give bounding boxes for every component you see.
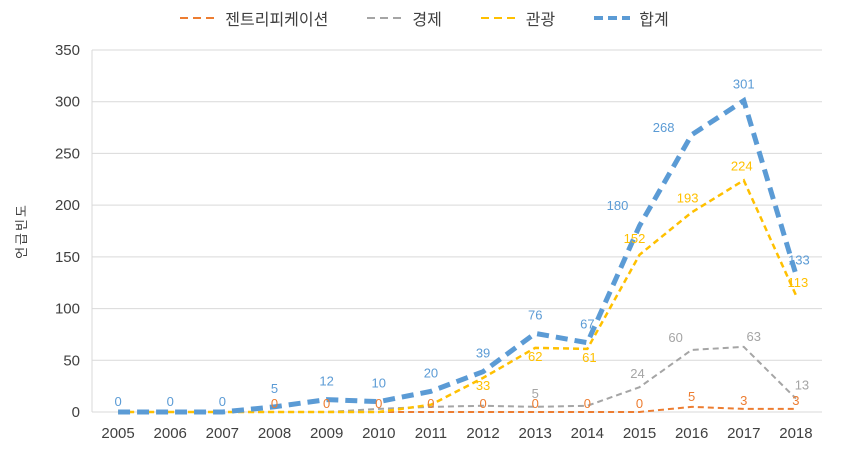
data-label-gentrification: 0 [271, 396, 278, 411]
x-tick-label: 2010 [362, 425, 395, 442]
y-tick-label: 250 [55, 145, 80, 162]
data-label-total: 301 [733, 77, 755, 92]
data-label-gentrification: 3 [740, 393, 747, 408]
x-tick-label: 2011 [415, 425, 447, 442]
data-label-tourism: 224 [731, 158, 753, 173]
data-label-total: 67 [580, 317, 594, 332]
series-line-total [118, 96, 799, 415]
x-tick-label: 2016 [675, 425, 708, 442]
data-label-tourism: 152 [624, 231, 646, 246]
legend-line-sample-economy [367, 17, 404, 19]
y-tick-label: 0 [72, 404, 80, 421]
x-tick-label: 2018 [779, 425, 812, 442]
legend-label: 젠트리피케이션 [225, 12, 329, 29]
data-label-gentrification: 0 [323, 396, 330, 411]
y-tick-label: 200 [55, 197, 80, 214]
x-tick-label: 2007 [206, 425, 239, 442]
data-label-tourism: 62 [528, 349, 542, 364]
data-label-gentrification: 0 [427, 396, 434, 411]
x-tick-label: 2017 [727, 425, 760, 442]
y-tick-label: 350 [55, 42, 80, 59]
data-label-tourism: 33 [476, 378, 490, 393]
x-tick-label: 2008 [258, 425, 291, 442]
x-tick-label: 2005 [101, 425, 134, 442]
y-tick-label: 150 [55, 249, 80, 266]
legend-item-gentrification: 젠트리피케이션 [179, 6, 328, 30]
x-tick-label: 2012 [466, 425, 499, 442]
legend-label: 관광 [525, 12, 556, 29]
legend-item-tourism: 관광 [480, 6, 555, 30]
data-label-gentrification: 0 [479, 396, 486, 411]
data-label-total: 5 [271, 381, 278, 396]
x-tick-label: 2013 [519, 425, 552, 442]
legend-label: 합계 [639, 12, 669, 29]
legend-line-sample-total [594, 16, 631, 20]
data-label-economy: 60 [668, 330, 682, 345]
x-tick-label: 2015 [623, 425, 656, 442]
x-tick-label: 2009 [310, 425, 343, 442]
series-line-tourism [118, 178, 798, 414]
data-label-tourism: 61 [582, 350, 596, 365]
data-label-economy: 63 [747, 329, 761, 344]
data-label-gentrification: 3 [792, 393, 799, 408]
legend-line-sample-gentrification [180, 17, 217, 19]
data-label-total: 0 [219, 394, 226, 409]
x-tick-label: 2006 [154, 425, 187, 442]
data-label-total: 0 [167, 394, 174, 409]
data-label-gentrification: 0 [375, 396, 382, 411]
y-tick-label: 100 [55, 301, 80, 318]
data-label-economy: 5 [532, 386, 539, 401]
data-label-gentrification: 0 [532, 396, 539, 411]
data-label-total: 12 [319, 374, 333, 389]
data-label-total: 20 [424, 365, 438, 380]
data-label-tourism: 193 [677, 190, 699, 205]
data-label-economy: 13 [795, 378, 809, 393]
data-label-gentrification: 0 [636, 396, 643, 411]
data-label-gentrification: 5 [688, 389, 695, 404]
data-label-total: 180 [607, 198, 629, 213]
y-tick-label: 300 [55, 94, 80, 111]
legend-label: 경제 [412, 12, 442, 29]
legend-line-sample-tourism [480, 17, 517, 19]
x-tick-label: 2014 [571, 425, 604, 442]
data-label-economy: 24 [630, 366, 644, 381]
data-label-total: 0 [114, 394, 121, 409]
data-label-total: 133 [788, 252, 810, 267]
y-axis-title: 언급빈도 [14, 203, 29, 259]
chart-legend: 젠트리피케이션 경제 관광 합계 [0, 6, 848, 30]
legend-item-total: 합계 [593, 6, 669, 30]
data-label-total: 268 [653, 120, 675, 135]
y-tick-label: 50 [63, 352, 80, 369]
data-label-total: 76 [528, 307, 542, 322]
data-label-total: 39 [476, 346, 490, 361]
legend-item-economy: 경제 [366, 6, 442, 30]
data-label-total: 10 [372, 376, 386, 391]
data-label-gentrification: 0 [584, 396, 591, 411]
data-label-tourism: 113 [788, 275, 809, 290]
